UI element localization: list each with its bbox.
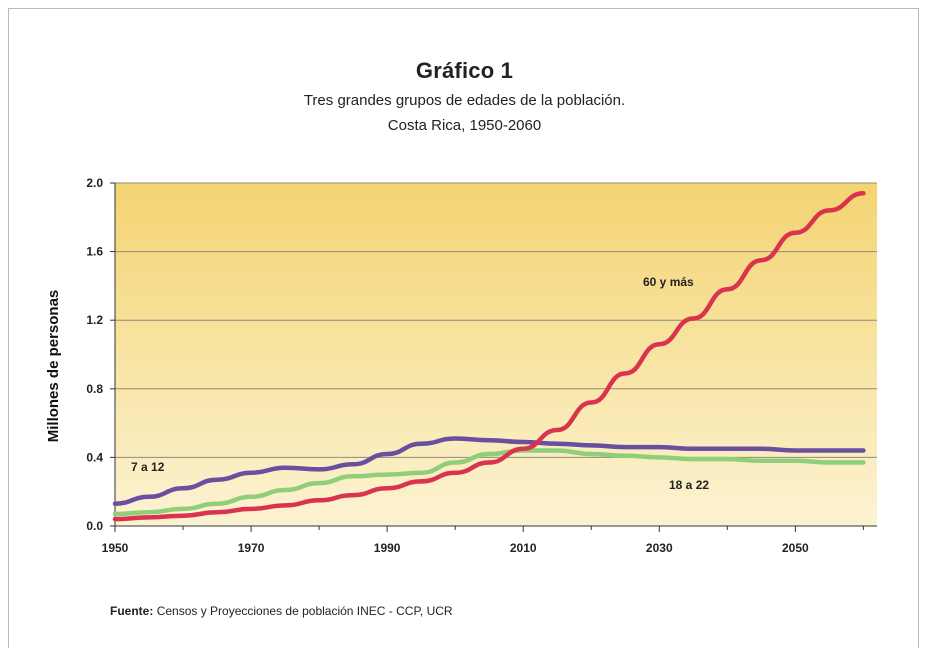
axes: 0.0 0.4 0.8 1.2 1.6 2.0 1950 1970 1990 2010 2030 20… bbox=[86, 176, 877, 555]
chart-title: Gráfico 1 bbox=[415, 58, 514, 83]
y-axis-label: Millones de personas bbox=[45, 290, 62, 443]
series-label-7-12: 7 a 12 bbox=[131, 460, 165, 474]
source-text: Censos y Proyecciones de población INEC … bbox=[156, 604, 453, 618]
grid-lines bbox=[115, 182, 877, 458]
chart-subtitle: Tres grandes grupos de edades de la pobl… bbox=[303, 92, 626, 109]
y-tick-label: 0.4 bbox=[86, 450, 103, 464]
x-tick-label: 1990 bbox=[374, 541, 401, 555]
series-lines bbox=[112, 191, 866, 522]
series-label-60-mas: 60 y más bbox=[643, 275, 694, 289]
series-line-2 bbox=[112, 191, 866, 522]
source-label: Fuente: bbox=[110, 604, 154, 618]
y-tick-label: 0.8 bbox=[86, 382, 103, 396]
x-tick-label: 1950 bbox=[102, 541, 129, 555]
x-tick-label: 2010 bbox=[510, 541, 537, 555]
source-note: Fuente: Censos y Proyecciones de poblaci… bbox=[110, 604, 453, 618]
y-tick-label: 1.2 bbox=[86, 313, 103, 327]
chart-frame bbox=[8, 8, 919, 648]
plot-background bbox=[115, 183, 877, 526]
x-tick-label: 2030 bbox=[646, 541, 673, 555]
series-line-0 bbox=[112, 436, 866, 506]
y-tick-label: 0.0 bbox=[86, 519, 103, 533]
chart-subtitle-2: Costa Rica, 1950-2060 bbox=[387, 117, 542, 134]
x-tick-label: 2050 bbox=[782, 541, 809, 555]
y-tick-label: 1.6 bbox=[86, 245, 103, 259]
line-chart: 0.0 0.4 0.8 1.2 1.6 2.0 1950 1970 1990 2010 2030 20… bbox=[45, 176, 877, 555]
y-tick-label: 2.0 bbox=[86, 176, 103, 190]
x-tick-label: 1970 bbox=[238, 541, 265, 555]
series-label-18-22: 18 a 22 bbox=[669, 478, 709, 492]
series-labels: 7 a 12 18 a 22 60 y más bbox=[131, 275, 709, 492]
series-line-1 bbox=[112, 448, 866, 517]
